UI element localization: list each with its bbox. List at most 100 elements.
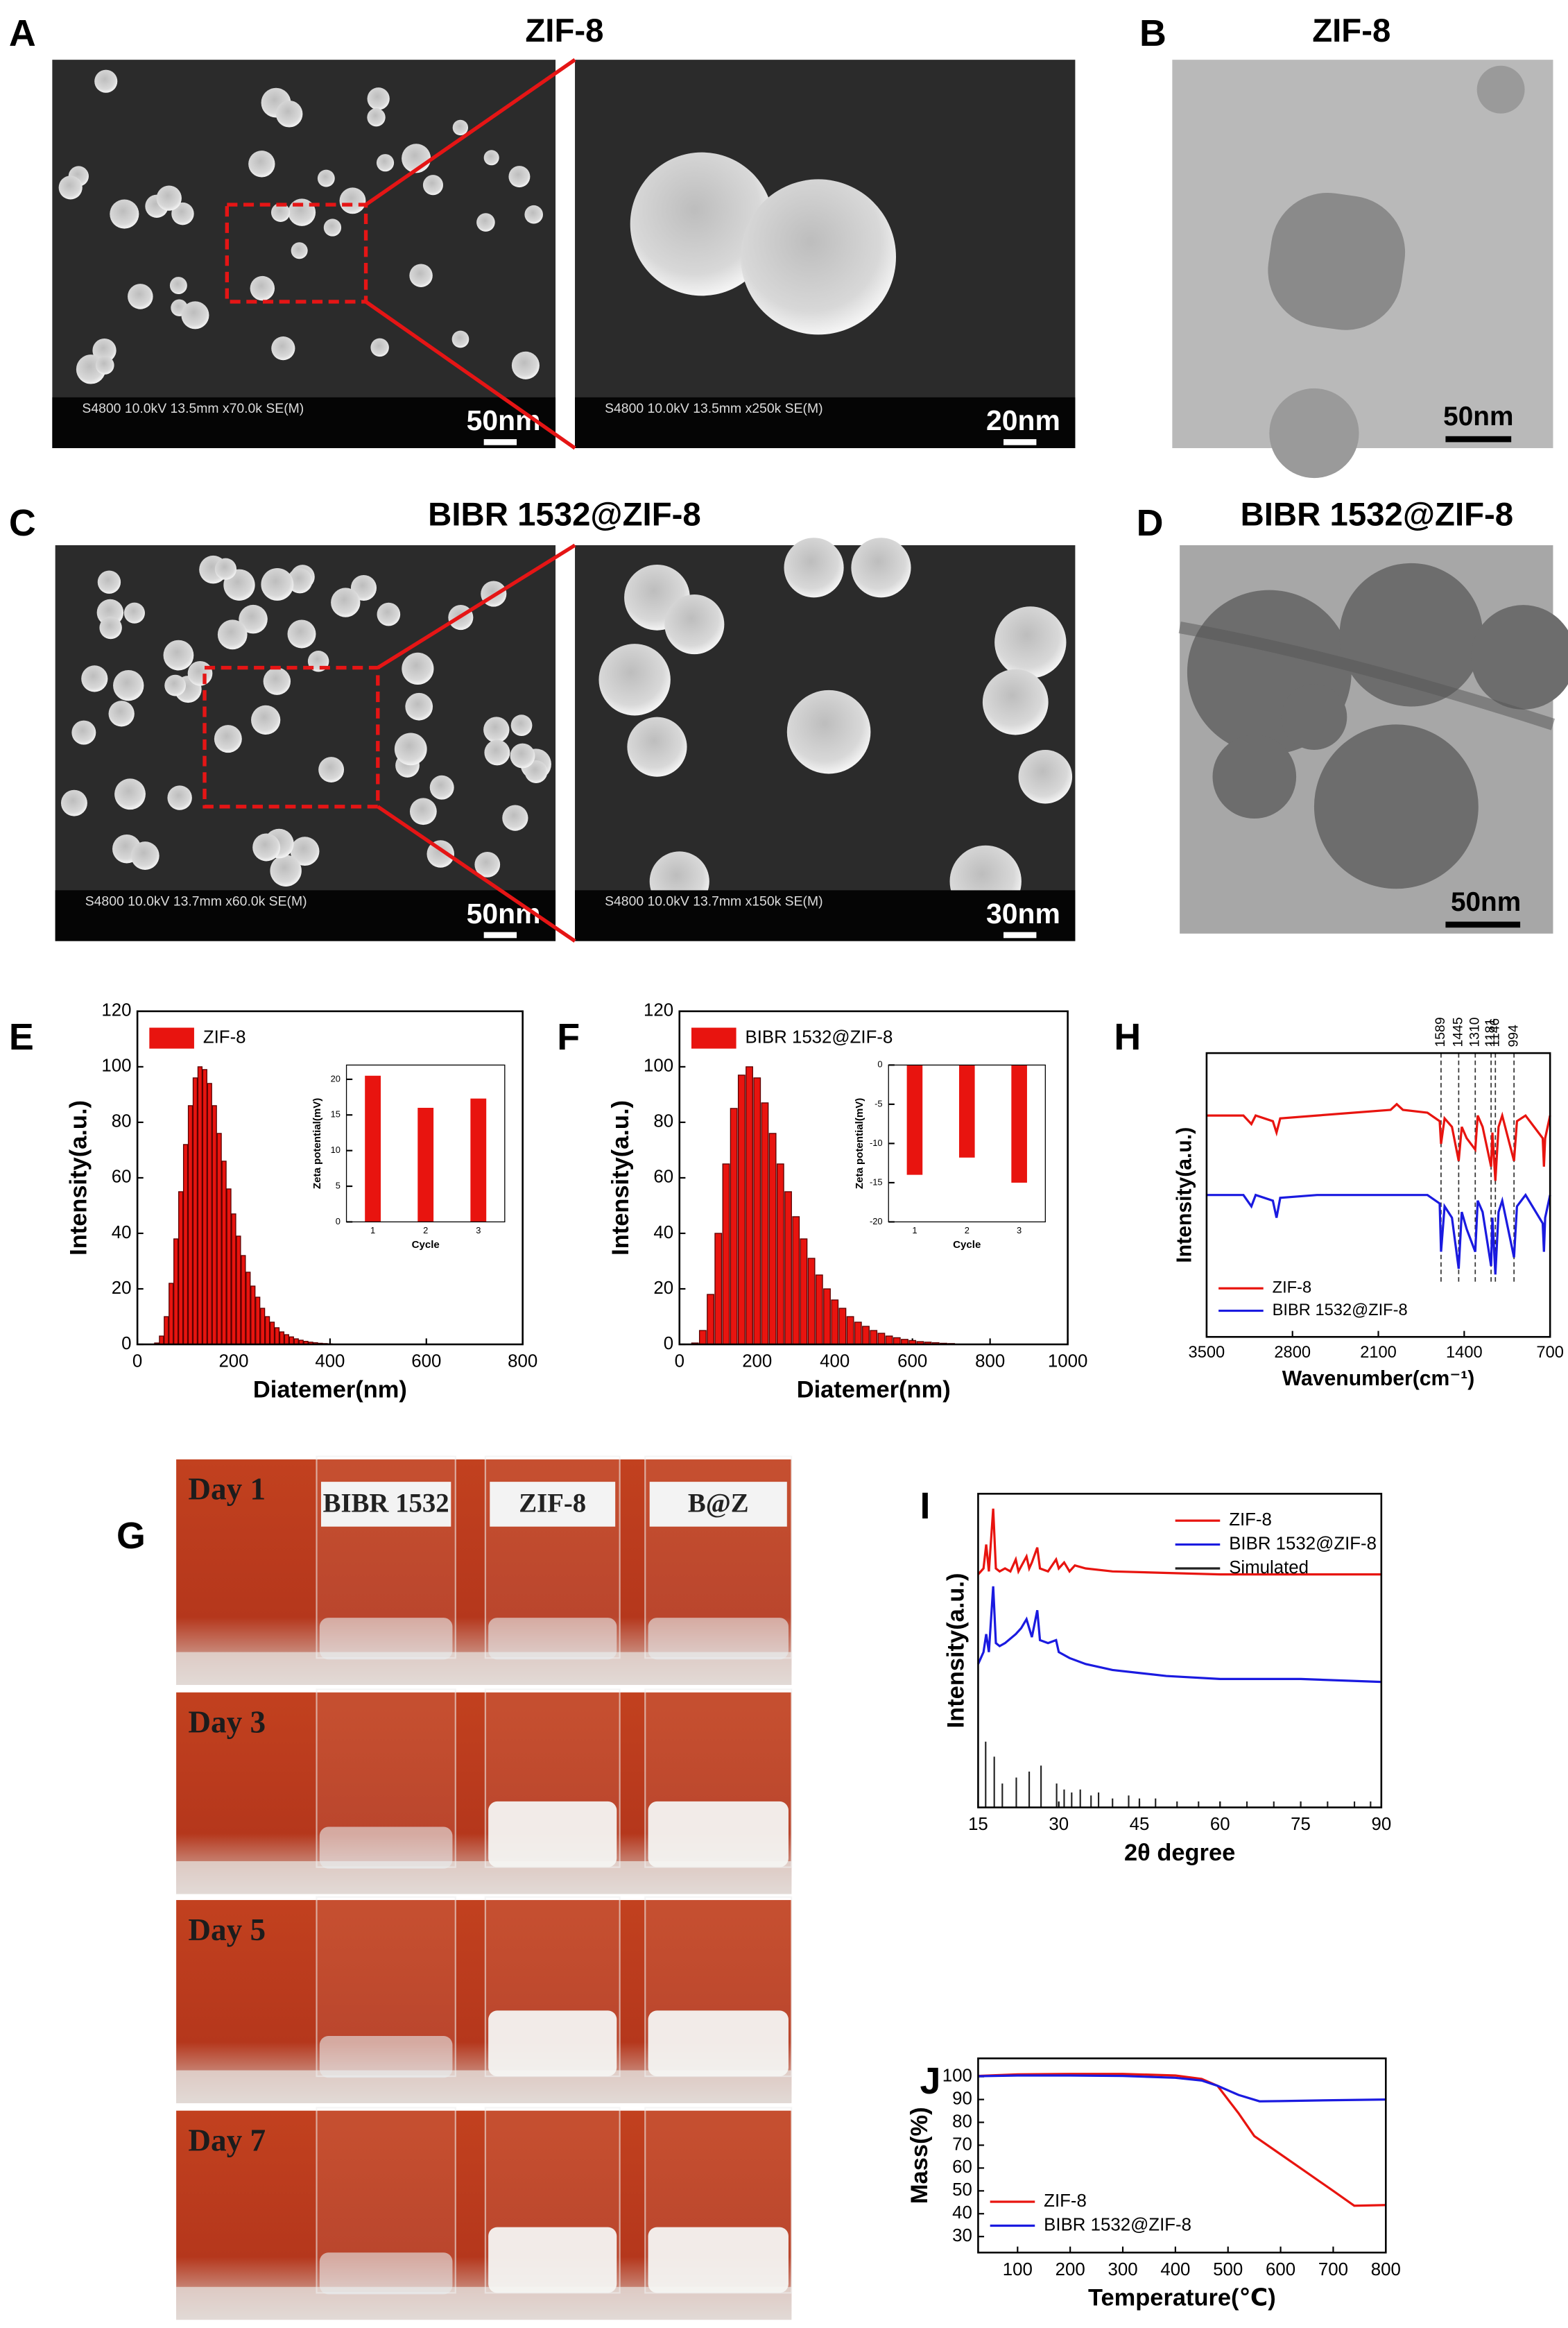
bar [722, 1163, 730, 1345]
y-tick-label: 40 [952, 2203, 972, 2223]
x-axis-label: 2θ degree [1124, 1840, 1235, 1866]
particle [370, 338, 389, 357]
legend-label: BIBR 1532@ZIF-8 [746, 1027, 893, 1047]
y-tick-label: 50 [952, 2180, 972, 2200]
bar [730, 1108, 738, 1345]
bar [245, 1272, 251, 1345]
x-tick-label: 30 [1049, 1815, 1069, 1834]
bar [365, 1075, 381, 1222]
particle [451, 330, 469, 348]
particle [982, 669, 1049, 735]
panel-label: J [920, 2060, 940, 2102]
x-axis-label: Cycle [953, 1239, 981, 1251]
membrane [1178, 621, 1556, 730]
tube-tag [490, 1482, 616, 1527]
panel-label: D [1137, 502, 1164, 544]
particle [630, 152, 774, 296]
day-label: Day 1 [188, 1472, 266, 1507]
particle [110, 199, 139, 229]
particle [323, 219, 342, 237]
plot-frame [678, 1010, 1069, 1346]
x-tick-label: 800 [1371, 2260, 1401, 2279]
particle [394, 733, 427, 766]
bar [274, 1327, 280, 1345]
day-label: Day 5 [188, 1912, 266, 1947]
scale-bar [1003, 439, 1037, 445]
zoom-line [377, 805, 576, 943]
y-tick-label: 70 [952, 2134, 972, 2154]
liquid [488, 2010, 617, 2077]
particle [167, 785, 192, 810]
bar [753, 1077, 761, 1345]
info-bar [575, 397, 1076, 449]
tube-label: B@Z [688, 1488, 749, 1518]
particle [214, 558, 237, 580]
bar [169, 1283, 174, 1345]
particle [510, 743, 535, 769]
x-tick-label: 2 [423, 1225, 428, 1235]
particle [290, 837, 320, 866]
liquid [488, 2227, 617, 2293]
scale-bar [1445, 921, 1521, 928]
particle [92, 338, 117, 363]
bar [958, 1065, 975, 1158]
particle [483, 717, 510, 743]
liquid [319, 1826, 453, 1869]
info-bar [575, 890, 1076, 941]
particle [524, 205, 543, 224]
panel-label: E [9, 1016, 34, 1058]
x-tick-label: 90 [1371, 1815, 1391, 1834]
plot-frame [136, 1010, 524, 1346]
series-line [978, 2073, 1386, 2207]
bar [255, 1296, 261, 1345]
particle [367, 108, 386, 127]
bar [823, 1288, 831, 1345]
x-tick-label: 1 [912, 1225, 917, 1235]
panel-label: F [557, 1016, 580, 1058]
scale-label: 50nm [1443, 402, 1513, 431]
bar [197, 1066, 203, 1345]
marker-label: 1589 [1433, 1017, 1448, 1047]
tube-tag [649, 1482, 787, 1527]
particle [786, 690, 871, 774]
particle [275, 100, 303, 128]
legend-swatch [691, 1027, 736, 1049]
particle [317, 169, 335, 187]
bar [831, 1299, 839, 1345]
x-tick-label: 600 [411, 1352, 441, 1371]
series-line [1206, 1192, 1551, 1275]
plot-frame [977, 1493, 1383, 1808]
zoom-line [365, 300, 576, 450]
bar [877, 1333, 886, 1345]
x-tick-label: 200 [742, 1352, 772, 1371]
particle [331, 588, 361, 617]
panel-label: H [1114, 1016, 1141, 1058]
panel-title: BIBR 1532@ZIF-8 [428, 497, 701, 533]
scale-bar [483, 439, 517, 445]
x-tick-label: 1000 [1048, 1352, 1087, 1371]
panel-label: G [117, 1515, 146, 1557]
particle [171, 202, 194, 225]
legend-label: ZIF-8 [203, 1027, 246, 1047]
particle [318, 757, 345, 782]
series-line [978, 2074, 1386, 2103]
y-axis-label: Intensity(a.u.) [66, 1100, 92, 1256]
marker-label: 994 [1506, 1025, 1521, 1047]
particle [429, 775, 454, 800]
legend-label: Simulated [1229, 1558, 1309, 1577]
particle [271, 336, 295, 361]
particle [287, 619, 316, 649]
bar [241, 1255, 246, 1345]
marker-label: 1146 [1487, 1018, 1502, 1047]
scale-label: 20nm [986, 404, 1060, 436]
scale-label: 50nm [467, 898, 541, 930]
particle [97, 570, 121, 594]
liquid [648, 2227, 789, 2293]
x-tick-label: 400 [1160, 2260, 1190, 2279]
marker-label: 1445 [1451, 1017, 1466, 1047]
y-axis-label: Mass(%) [906, 2107, 933, 2204]
particle [367, 87, 390, 110]
scale-label: 50nm [467, 404, 541, 436]
x-tick-label: 3500 [1189, 1344, 1225, 1362]
